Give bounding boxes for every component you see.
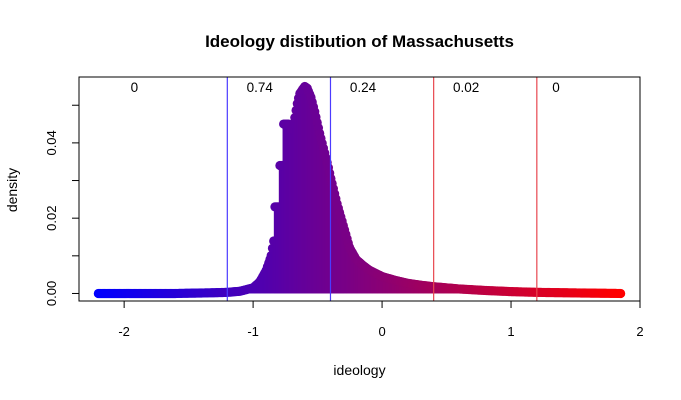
region-share-labels: 0 0.74 0.24 0.02 0 xyxy=(131,80,560,95)
x-tick-label: -2 xyxy=(118,324,130,339)
region-share-label: 0 xyxy=(552,80,560,95)
x-tick-label: 2 xyxy=(636,324,643,339)
x-tick-label: 1 xyxy=(507,324,514,339)
chart-title: Ideology distibution of Massachusetts xyxy=(205,32,514,51)
y-tick-label: 0.04 xyxy=(44,130,59,155)
y-axis-label: density xyxy=(4,168,20,212)
region-share-label: 0.24 xyxy=(350,80,377,95)
density-points xyxy=(93,81,626,299)
x-axis-label: ideology xyxy=(333,362,385,378)
x-tick-label: -1 xyxy=(247,324,259,339)
cutoff-lines xyxy=(226,77,538,301)
x-axis: -2 -1 0 1 2 xyxy=(118,300,644,339)
y-axis: 0.00 0.02 0.04 xyxy=(44,104,80,306)
density-point xyxy=(616,288,626,299)
x-tick-label: 0 xyxy=(378,324,385,339)
region-share-label: 0.74 xyxy=(247,80,274,95)
region-share-label: 0 xyxy=(131,80,139,95)
region-share-label: 0.02 xyxy=(453,80,479,95)
y-tick-label: 0.00 xyxy=(44,281,59,306)
y-tick-label: 0.02 xyxy=(44,206,59,231)
